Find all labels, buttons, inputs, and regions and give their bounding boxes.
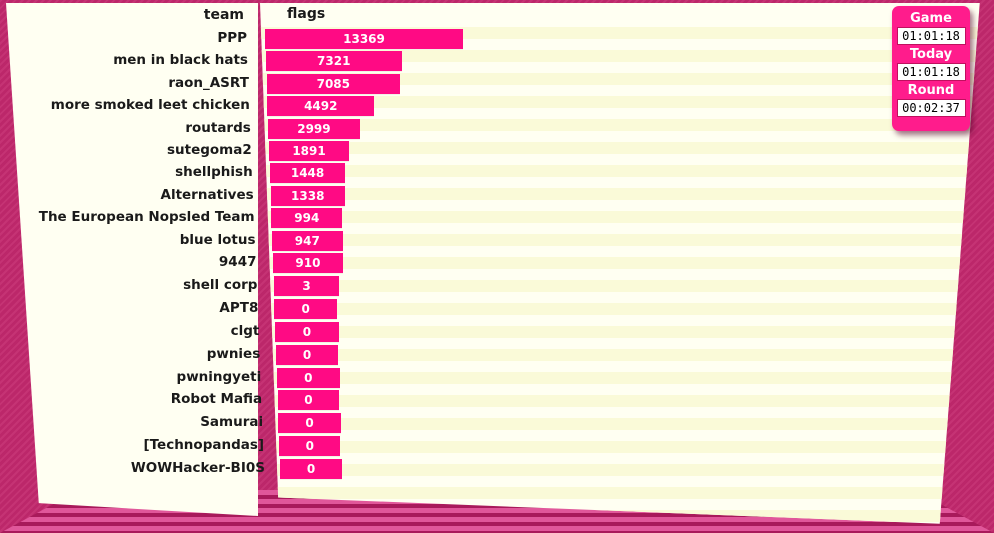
- team-label: 9447: [218, 254, 257, 270]
- row-stripe: [260, 50, 980, 62]
- row-stripe: [260, 234, 980, 246]
- row-stripe: [260, 27, 980, 39]
- team-names-panel: [6, 3, 258, 516]
- team-label: pwnies: [206, 345, 261, 362]
- flag-bar: 0: [277, 390, 340, 411]
- row-stripe: [260, 372, 980, 384]
- flag-bar: 910: [272, 253, 343, 273]
- today-clock-label: Today: [909, 47, 953, 62]
- team-label: Robot Mafia: [170, 391, 263, 408]
- row-stripe: [260, 96, 980, 108]
- row-stripe: [260, 73, 980, 85]
- row-stripe: [260, 165, 980, 177]
- team-label: shellphish: [175, 164, 253, 181]
- round-clock-label: Round: [907, 83, 955, 98]
- row-stripe: [260, 188, 980, 200]
- team-label: PPP: [217, 30, 247, 46]
- flag-bar: 0: [278, 413, 341, 434]
- flag-bar: 0: [280, 459, 342, 480]
- row-stripe: [260, 395, 980, 407]
- team-label: men in black hats: [113, 52, 248, 69]
- team-label: more smoked leet chicken: [50, 97, 250, 114]
- team-label: pwningyeti: [176, 368, 262, 385]
- flag-bar: 0: [274, 298, 337, 319]
- flag-bar: 994: [271, 208, 343, 229]
- team-label: [Technopandas]: [143, 437, 265, 454]
- flag-bar: 4492: [267, 96, 375, 117]
- flag-bar: 13369: [265, 29, 463, 49]
- team-label: WOWHacker-BI0S: [130, 460, 265, 477]
- round-clock-value: 00:02:37: [896, 99, 966, 117]
- game-clock-label: Game: [910, 11, 952, 26]
- team-label: routards: [185, 119, 251, 136]
- row-stripe: [260, 257, 980, 269]
- team-label: Alternatives: [160, 186, 254, 203]
- row-stripe: [260, 303, 980, 315]
- row-stripe: [260, 441, 980, 453]
- team-label: raon_ASRT: [168, 74, 249, 91]
- flag-bar: 0: [279, 436, 341, 457]
- flag-bar: 7085: [266, 73, 401, 94]
- team-label: The European Nopsled Team: [38, 209, 255, 226]
- flag-bar: 1891: [268, 141, 350, 161]
- row-stripe: [260, 211, 980, 223]
- team-label: APT8: [219, 299, 259, 316]
- team-column-header: team: [203, 7, 244, 23]
- row-stripe: [260, 280, 980, 292]
- flag-bar: 7321: [265, 51, 402, 72]
- flag-bar: 0: [276, 344, 339, 365]
- flag-bar: 0: [276, 367, 340, 388]
- row-stripe: [260, 418, 980, 430]
- team-label: shell corp: [183, 276, 258, 293]
- team-label: Samurai: [200, 414, 264, 431]
- flags-column-header: flags: [287, 6, 326, 22]
- row-stripe: [260, 487, 980, 499]
- flag-bar: 947: [272, 230, 343, 251]
- row-stripe: [260, 349, 980, 361]
- row-stripe: [260, 326, 980, 338]
- game-clock-value: 01:01:18: [896, 27, 966, 45]
- row-stripe: [260, 464, 980, 476]
- flag-bar: 3: [273, 275, 340, 296]
- flag-bar: 2999: [268, 118, 360, 139]
- team-label: clgt: [230, 322, 260, 339]
- team-label: blue lotus: [179, 231, 256, 248]
- flag-bar: 0: [275, 321, 339, 342]
- flag-bar: 1448: [269, 163, 346, 184]
- row-stripe: [260, 142, 980, 154]
- row-stripe: [260, 119, 980, 131]
- team-label: sutegoma2: [166, 142, 252, 158]
- clock-panel: Game 01:01:18 Today 01:01:18 Round 00:02…: [892, 6, 970, 131]
- flag-bar: 1338: [270, 185, 345, 206]
- today-clock-value: 01:01:18: [896, 63, 966, 81]
